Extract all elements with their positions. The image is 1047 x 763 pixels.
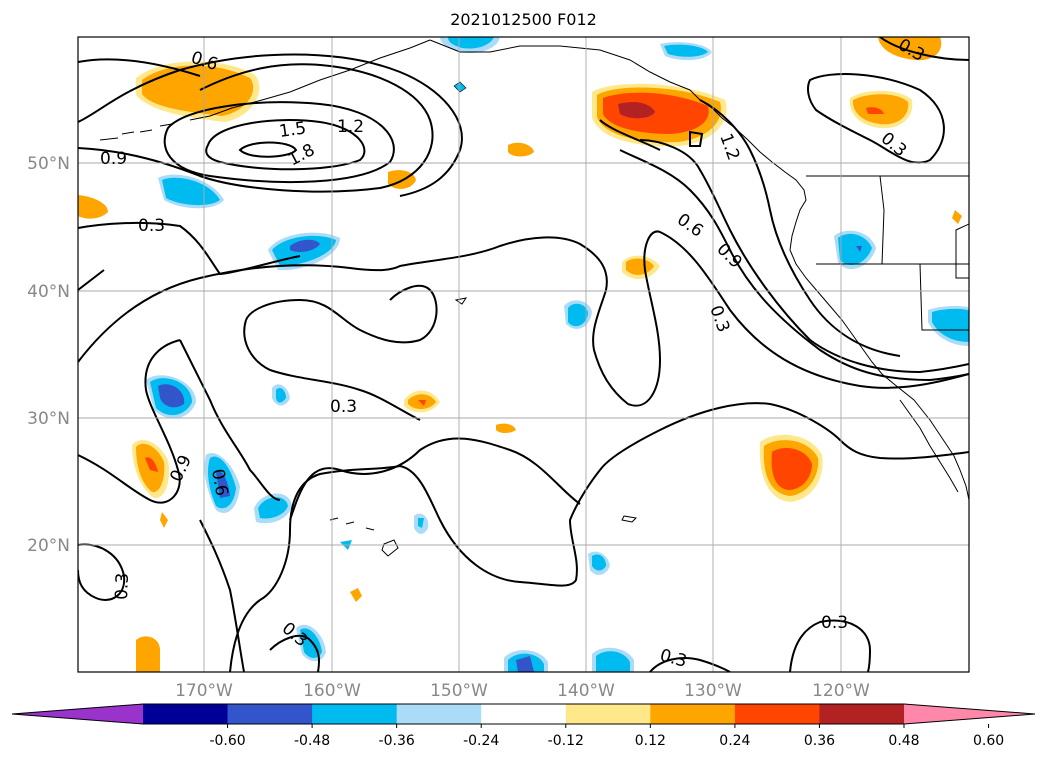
colorbar-tick-label: -0.36 <box>379 733 415 749</box>
lon-label: 120°W <box>812 681 870 701</box>
colorbar-tick-label: 0.48 <box>888 733 919 749</box>
contour-label: 0.3 <box>330 397 357 417</box>
colorbar-tick-label: 0.24 <box>719 733 750 749</box>
lat-label: 40°N <box>27 282 70 302</box>
contour-label: 0.3 <box>112 572 133 600</box>
lon-label: 150°W <box>430 681 488 701</box>
map-area <box>78 37 969 672</box>
contour-lines <box>78 37 969 672</box>
contour-label: 0.9 <box>100 149 127 169</box>
colorbar-extend-max <box>904 704 1035 724</box>
colorbar-segment <box>396 704 482 724</box>
colorbar-tick-label: -0.24 <box>463 733 499 749</box>
colorbar-tick-label: 0.12 <box>635 733 666 749</box>
gridlines <box>78 37 969 672</box>
anomaly-shading <box>78 37 969 672</box>
colorbar-tick-label: -0.48 <box>294 733 330 749</box>
contour-label: 0.6 <box>207 467 231 497</box>
contour-label: 1.2 <box>337 117 364 137</box>
colorbar-segment <box>481 704 567 724</box>
colorbar-tick-label: -0.12 <box>548 733 584 749</box>
contour-label: 0.3 <box>821 613 848 633</box>
colorbar-segment <box>734 704 820 724</box>
colorbar-segment <box>819 704 905 724</box>
colorbar-tick-label: 0.60 <box>973 733 1004 749</box>
lat-label: 30°N <box>27 409 70 429</box>
lon-label: 160°W <box>303 681 361 701</box>
colorbar-segment <box>565 704 651 724</box>
colorbar-tick-label: -0.60 <box>209 733 245 749</box>
map-title: 2021012500 F012 <box>450 10 597 29</box>
lon-label: 130°W <box>684 681 742 701</box>
colorbar-segment <box>312 704 398 724</box>
lon-label: 170°W <box>175 681 233 701</box>
map-frame <box>77 36 970 673</box>
coastlines <box>99 39 969 557</box>
contour-label: 1.5 <box>278 118 308 142</box>
colorbar-segment <box>227 704 313 724</box>
lon-labels: 170°W 160°W 150°W 140°W 130°W 120°W <box>175 681 870 701</box>
colorbar-extend-min <box>12 704 143 724</box>
colorbar-segment <box>143 704 229 724</box>
lon-label: 140°W <box>557 681 615 701</box>
colorbar-outline <box>11 703 1036 725</box>
colorbar-segment <box>650 704 736 724</box>
lat-labels: 50°N 40°N 30°N 20°N <box>27 154 70 556</box>
lat-label: 50°N <box>27 154 70 174</box>
colorbar-tick-label: 0.36 <box>804 733 835 749</box>
colorbar: -0.60 -0.48 -0.36 -0.24 -0.12 0.12 0.24 0.36 0.4… <box>11 703 1036 749</box>
lat-label: 20°N <box>27 536 70 556</box>
contour-label: 0.3 <box>138 216 165 236</box>
